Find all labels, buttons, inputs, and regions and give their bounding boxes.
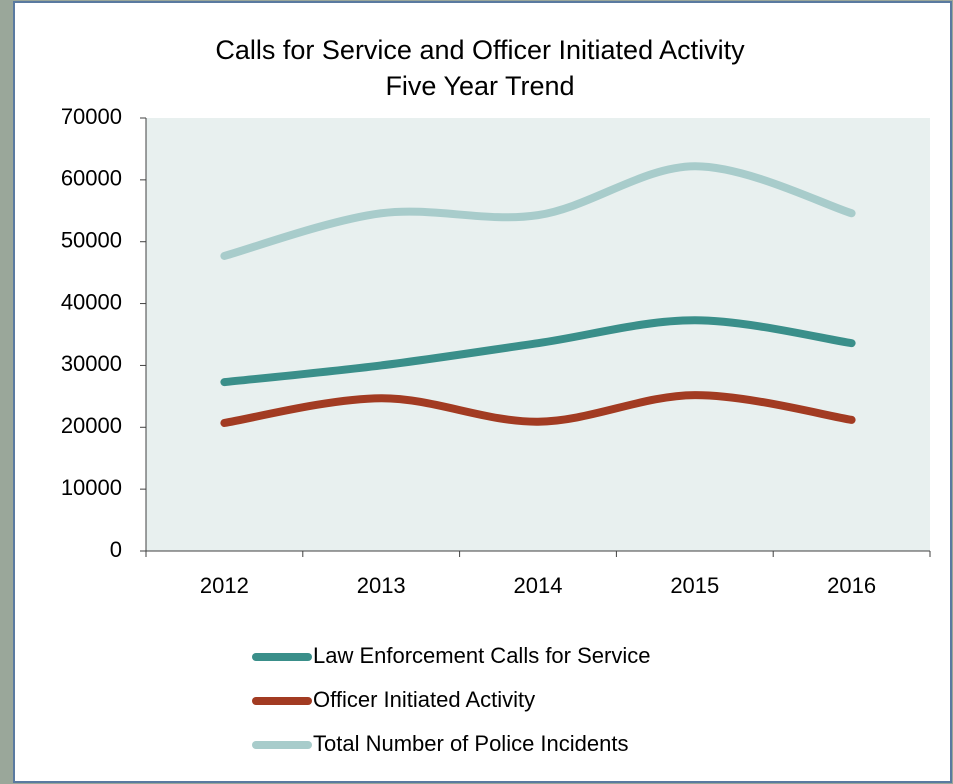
y-tick-label: 0 (110, 537, 122, 562)
chart-title: Five Year Trend (385, 71, 574, 101)
legend-label: Total Number of Police Incidents (313, 731, 629, 756)
x-tick-label: 2013 (357, 573, 406, 598)
x-tick-label: 2015 (670, 573, 719, 598)
y-tick-label: 60000 (61, 166, 122, 191)
y-tick-label: 20000 (61, 413, 122, 438)
x-tick-label: 2014 (514, 573, 563, 598)
chart-title: Calls for Service and Officer Initiated … (215, 35, 745, 65)
y-tick-label: 10000 (61, 475, 122, 500)
y-tick-label: 70000 (61, 104, 122, 129)
legend-label: Law Enforcement Calls for Service (313, 643, 650, 668)
y-tick-label: 50000 (61, 228, 122, 253)
legend-label: Officer Initiated Activity (313, 687, 535, 712)
series-line (220, 316, 856, 387)
y-tick-label: 30000 (61, 351, 122, 376)
series-line (220, 391, 856, 427)
y-tick-label: 40000 (61, 289, 122, 314)
series-line (220, 162, 856, 260)
x-tick-label: 2016 (827, 573, 876, 598)
x-tick-label: 2012 (200, 573, 249, 598)
